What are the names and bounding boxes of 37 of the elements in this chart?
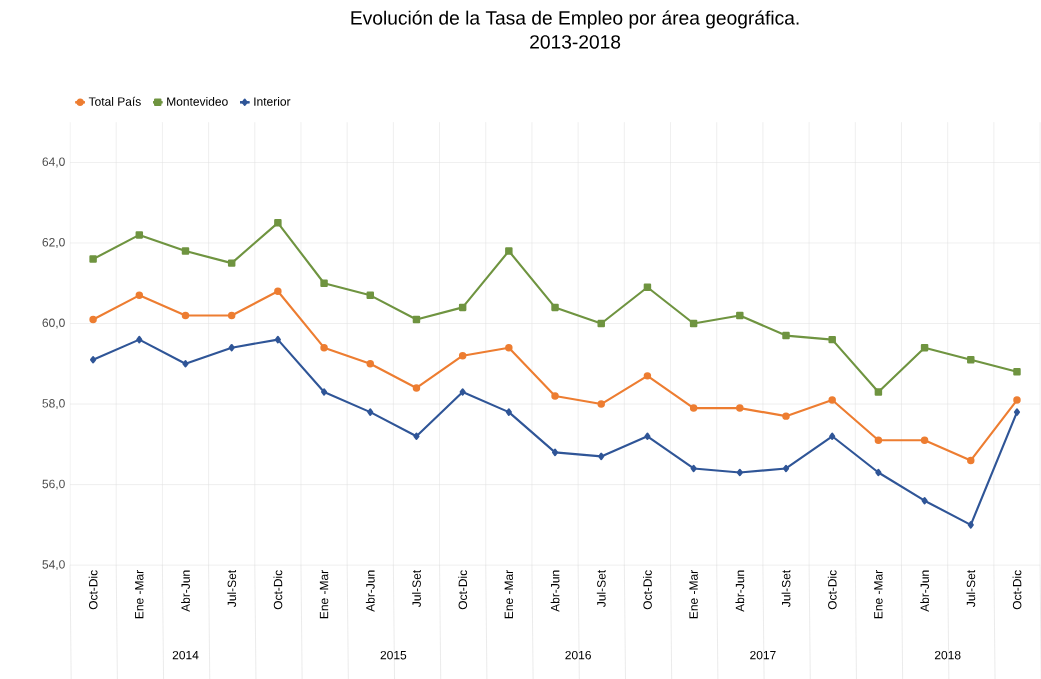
y-tick-label: 54,0 xyxy=(42,560,65,571)
x-tick-label: Abr-Jun xyxy=(920,570,930,612)
text: 2014 xyxy=(172,650,199,660)
x-tick-label: Oct-Dic xyxy=(827,570,837,610)
x-tick-label: Ene -Mar xyxy=(504,570,514,619)
x-tick-label: Oct-Dic xyxy=(88,570,98,610)
x-tick-label: Oct-Dic xyxy=(273,570,283,610)
x-tick-label: Ene -Mar xyxy=(874,570,883,619)
y-tick-label: 58,0 xyxy=(42,399,65,409)
text: 2015 xyxy=(380,650,407,660)
chart-subtitle: 2013-2018 xyxy=(530,35,621,49)
x-tick-label: Jul-Set xyxy=(596,569,606,607)
legend-label: Interior xyxy=(254,96,291,106)
x-tick-label: Abr-Jun xyxy=(735,570,745,612)
x-tick-label: Ene -Mar xyxy=(689,570,698,619)
text: 2016 xyxy=(565,650,591,660)
x-tick-label: Abr-Jun xyxy=(181,570,190,612)
legend-label: Total País xyxy=(88,96,141,106)
x-tick-label: Jul-Set xyxy=(781,569,791,607)
x-tick-label: Abr-Jun xyxy=(365,570,375,612)
x-tick-label: Oct-Dic xyxy=(1012,570,1022,610)
x-tick-label: Abr-Jun xyxy=(550,570,560,612)
x-tick-label: Jul-Set xyxy=(412,569,421,607)
x-tick-label: Oct-Dic xyxy=(643,570,652,610)
legend-label: Montevideo xyxy=(167,96,228,106)
y-tick-label: 64,0 xyxy=(42,157,65,168)
x-tick-label: Ene -Mar xyxy=(135,570,144,619)
x-tick-label: Ene -Mar xyxy=(319,570,329,619)
x-tick-label: Jul-Set xyxy=(966,569,976,607)
y-tick-label: 62,0 xyxy=(42,237,65,248)
text: 2017 xyxy=(750,650,776,660)
chart-title: Evolución de la Tasa de Empleo por área geográfica. xyxy=(351,10,799,29)
x-tick-label: Oct-Dic xyxy=(458,570,468,610)
y-tick-label: 56,0 xyxy=(42,479,65,490)
x-tick-label: Jul-Set xyxy=(227,569,237,607)
text: 2018 xyxy=(934,650,961,660)
y-tick-label: 60,0 xyxy=(42,318,65,329)
